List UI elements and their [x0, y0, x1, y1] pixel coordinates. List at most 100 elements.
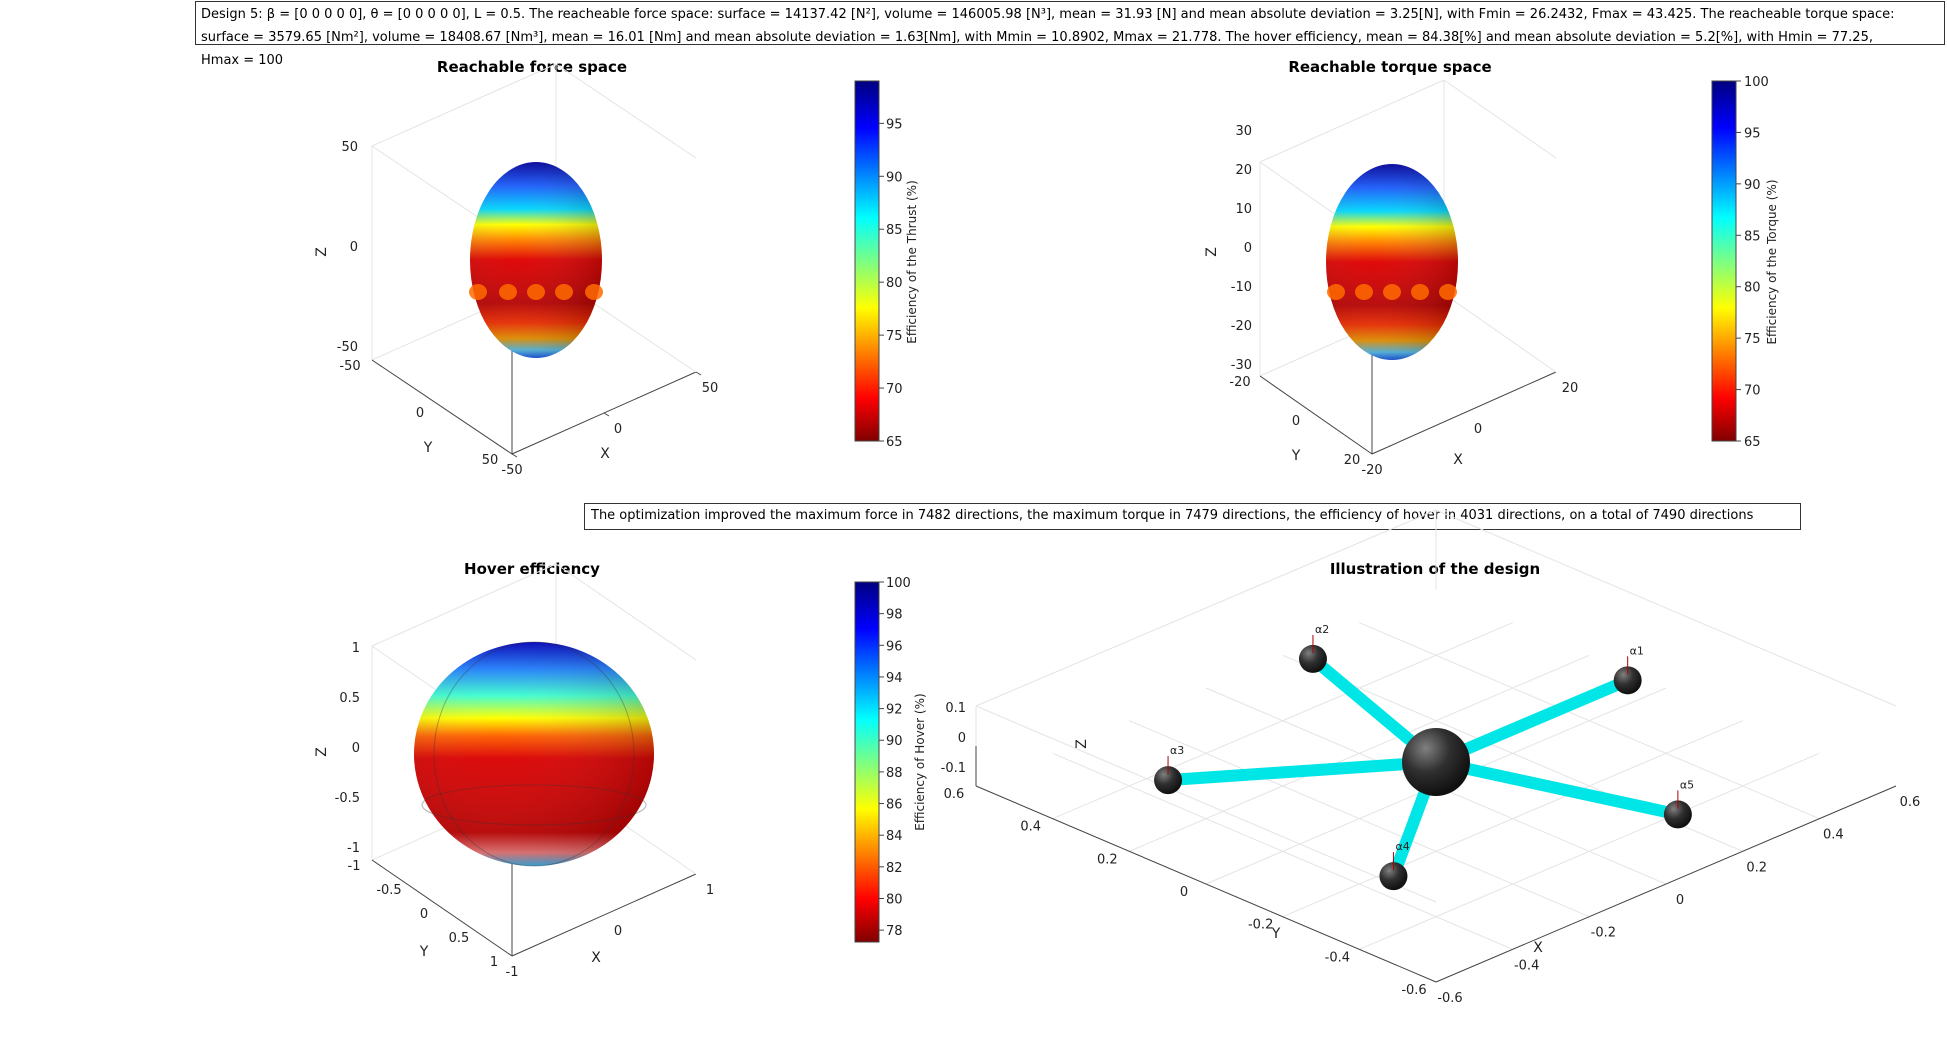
design-ztick-label: -0.1: [941, 761, 966, 776]
design-ytick-label: 0.2: [1097, 852, 1118, 867]
torque-colorbar: [1711, 80, 1737, 442]
design-xtick-label: 0.4: [1823, 828, 1844, 843]
design-top-back-edge: [975, 509, 1437, 707]
design-ytick-label: -0.6: [1401, 983, 1426, 998]
hover-box-top-back-edge: [371, 563, 557, 647]
torque-box-top-back-edge: [1259, 79, 1445, 163]
hover-colorbar-tick-label: 100: [886, 576, 911, 591]
design-xtick-label: 0.6: [1900, 795, 1921, 810]
design-ytick-label: -0.2: [1248, 918, 1273, 933]
force-colorbar: [854, 80, 880, 442]
force-xlabel: X: [600, 446, 610, 462]
header-line-1: Design 5: β = [0 0 0 0 0], θ = [0 0 0 0 …: [201, 7, 1895, 22]
force-zlabel: Z: [314, 247, 330, 257]
torque-ylabel: Y: [1291, 448, 1301, 464]
hover-colorbar-tick-label: 90: [886, 734, 903, 749]
torque-colorbar-tick-label: 75: [1744, 332, 1761, 347]
design-zlabel: Z: [1074, 739, 1090, 749]
optimization-annotation: The optimization improved the maximum fo…: [584, 503, 1801, 530]
torque-surface-spot: [1327, 284, 1345, 300]
torque-ztick-label: 0: [1244, 241, 1252, 256]
design-rotor: [1613, 666, 1642, 695]
hover-ytick-label: 1: [490, 955, 498, 970]
torque-surface-shade: [1326, 164, 1458, 360]
design-arm: [1167, 756, 1437, 787]
design-rotor-label: α3: [1170, 744, 1184, 757]
torque-zlabel: Z: [1204, 247, 1220, 257]
torque-colorbar-tick-label: 100: [1744, 75, 1769, 90]
torque-colorbar-label: Efficiency of the Torque (%): [1765, 179, 1779, 344]
hover-colorbar-tick-label: 92: [886, 703, 903, 718]
force-xtick-label: 50: [702, 381, 719, 396]
torque-ytick-label: -20: [1229, 375, 1250, 390]
torque-ytick-label: 0: [1292, 414, 1300, 429]
hover-ztick-label: -0.5: [335, 791, 360, 806]
design-x-axis: [1435, 785, 1897, 983]
hover-colorbar-tick-label: 80: [886, 892, 903, 907]
hover-xtick-label: 1: [706, 883, 714, 898]
force-ztick-label: 50: [341, 140, 358, 155]
torque-ztick-label: -20: [1231, 319, 1252, 334]
torque-surface-spot: [1355, 284, 1373, 300]
design-arm: [1434, 756, 1680, 821]
header-line-2: surface = 3579.65 [Nm²], volume = 18408.…: [201, 30, 1873, 45]
force-colorbar-tick-label: 95: [886, 117, 903, 132]
design-grid-y: [1052, 622, 1513, 820]
torque-colorbar-tick-label: 80: [1744, 281, 1761, 296]
design-xtick-label: -0.6: [1437, 991, 1462, 1006]
torque-xlabel: X: [1453, 452, 1463, 468]
hover-ytick-label: -1: [348, 859, 361, 874]
hover-box-top-right-edge: [555, 563, 697, 661]
force-xtick: [695, 371, 702, 376]
torque-ztick-label: 20: [1235, 163, 1252, 178]
force-ylabel: Y: [423, 440, 433, 456]
torque-surface-spot: [1383, 284, 1401, 300]
torque-colorbar-tick-label: 90: [1744, 178, 1761, 193]
torque-colorbar-tick-label: 95: [1744, 126, 1761, 141]
force-ytick-label: 0: [416, 406, 424, 421]
hover-colorbar-label: Efficiency of Hover (%): [913, 693, 927, 830]
torque-colorbar-tick-label: 65: [1744, 435, 1761, 450]
design-rotor-label: α4: [1395, 840, 1409, 853]
header-box: [195, 1, 1945, 45]
design-rotor: [1379, 862, 1408, 891]
hover-colorbar-tick-label: 94: [886, 671, 903, 686]
torque-xtick-label: -20: [1361, 463, 1382, 478]
hover-zlabel: Z: [314, 747, 330, 757]
design-hub: [1402, 728, 1470, 796]
hover-ztick-label: 0.5: [339, 691, 360, 706]
design-rotor-label: α5: [1680, 778, 1694, 791]
force-colorbar-tick-label: 70: [886, 382, 903, 397]
design-y-axis: [975, 785, 1437, 983]
force-surface-shade: [470, 162, 602, 358]
force-xtick: [511, 453, 518, 458]
hover-xtick-label: 0: [614, 924, 622, 939]
torque-colorbar-tick-label: 85: [1744, 229, 1761, 244]
hover-colorbar-tick-label: 84: [886, 829, 903, 844]
design-rotor: [1663, 800, 1692, 829]
hover-ytick-label: 0.5: [449, 931, 470, 946]
force-colorbar-tick-label: 65: [886, 435, 903, 450]
torque-surface-spot: [1439, 284, 1457, 300]
design-top-right-edge: [1435, 509, 1897, 707]
torque-box-y-axis-floor: [1443, 293, 1557, 373]
torque-ztick-label: -30: [1231, 358, 1252, 373]
force-surface-spot: [585, 284, 603, 300]
design-ytick-label: -0.4: [1325, 950, 1350, 965]
force-surface-spot: [499, 284, 517, 300]
hover-title: Hover efficiency: [464, 560, 600, 578]
force-ytick-label: 50: [482, 453, 499, 468]
force-colorbar-tick-label: 85: [886, 223, 903, 238]
design-xtick-label: 0.2: [1746, 860, 1767, 875]
hover-colorbar-tick-label: 82: [886, 861, 903, 876]
design-ztick-label: 0: [958, 731, 966, 746]
design-ytick-label: 0: [1180, 885, 1188, 900]
force-xtick-label: 0: [614, 422, 622, 437]
force-colorbar-tick-label: 90: [886, 170, 903, 185]
hover-surface-shade: [414, 642, 654, 866]
hover-ztick-label: 0: [352, 741, 360, 756]
design-rotor-label: α2: [1315, 623, 1329, 636]
force-xtick: [603, 412, 610, 417]
design-title: Illustration of the design: [1329, 560, 1541, 578]
hover-ztick-label: -1: [347, 841, 360, 856]
